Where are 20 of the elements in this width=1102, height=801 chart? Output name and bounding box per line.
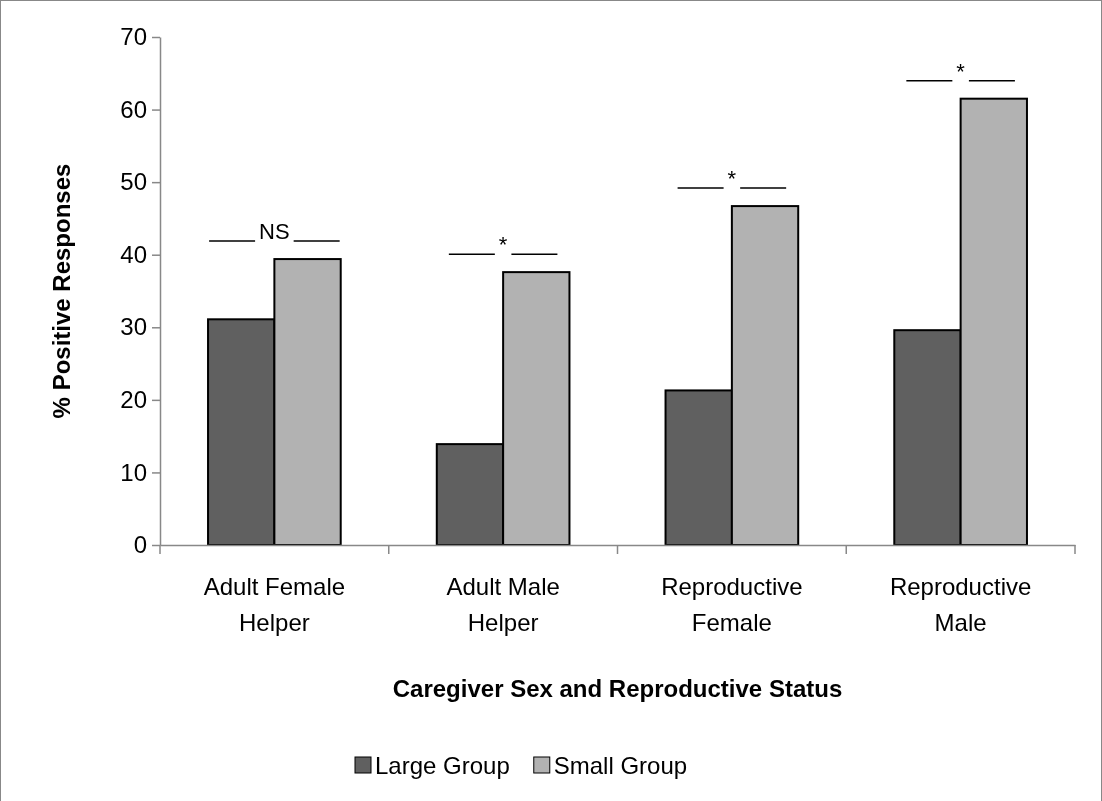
x-axis-title: Caregiver Sex and Reproductive Status xyxy=(392,675,843,702)
y-tick-label: 30 xyxy=(120,313,147,341)
y-tick-label: 40 xyxy=(120,240,147,268)
y-tick-label: 10 xyxy=(120,458,147,486)
y-tick-label: 20 xyxy=(120,386,147,414)
x-tick-label: Reproductive Female xyxy=(661,573,803,636)
annotation: NS xyxy=(259,219,290,245)
y-axis-title: % Positive Responses xyxy=(48,163,75,419)
x-tick-label: Reproductive Male xyxy=(889,573,1032,636)
annotation: * xyxy=(956,58,966,84)
x-tick-label: Adult Female Helper xyxy=(203,573,346,636)
y-tick-label: 50 xyxy=(120,168,147,196)
y-tick-label: 70 xyxy=(120,23,147,51)
y-tick-label: 0 xyxy=(133,531,147,559)
legend-label: Small Group xyxy=(553,752,688,779)
annotation: * xyxy=(727,166,737,192)
legend-label: Large Group xyxy=(375,752,510,779)
x-tick-label: Adult Male Helper xyxy=(446,573,560,636)
annotation: * xyxy=(498,232,508,258)
y-tick-label: 60 xyxy=(120,95,147,123)
